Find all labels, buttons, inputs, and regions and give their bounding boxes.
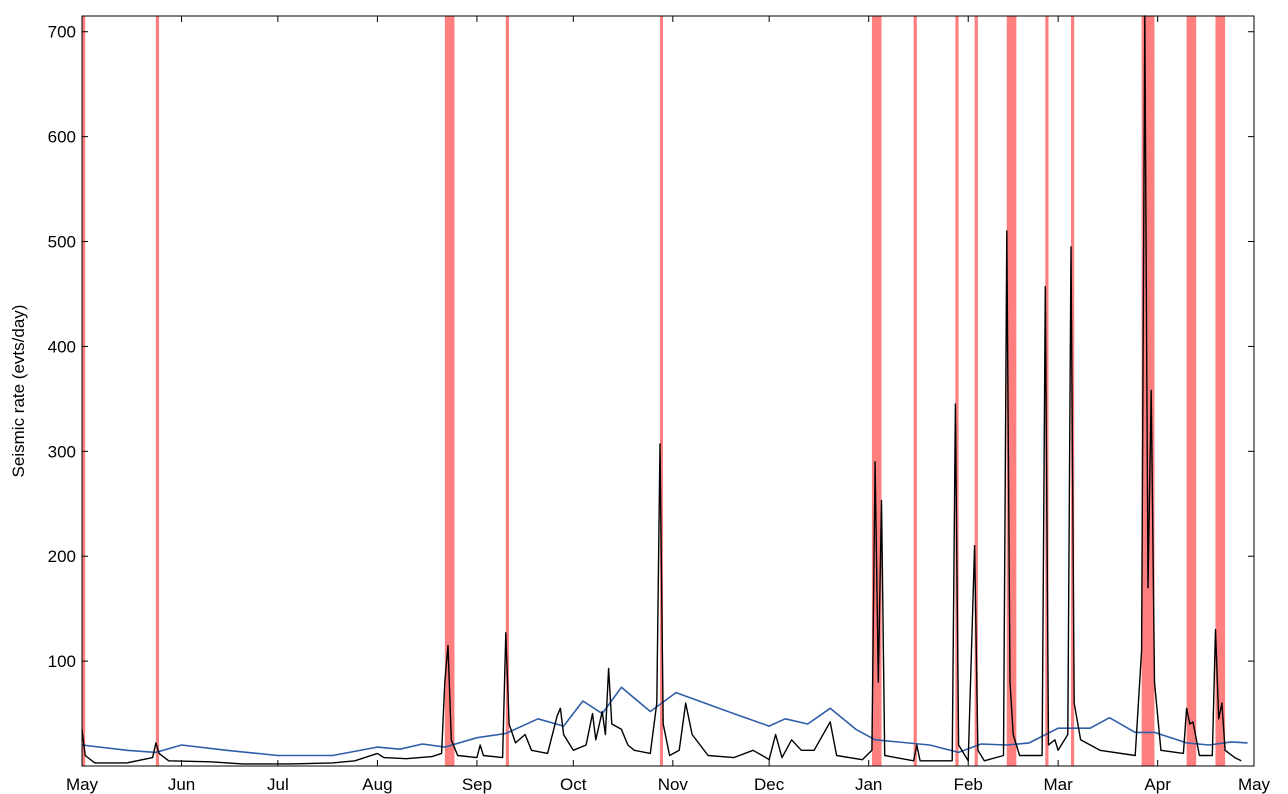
shaded-period-6 [913, 16, 917, 766]
y-tick-label-0: 100 [48, 652, 76, 671]
shaded-period-9 [1006, 16, 1017, 766]
series-lines [81, 15, 1248, 765]
shaded-period-12 [1141, 16, 1155, 766]
shaded-period-1 [155, 16, 160, 766]
x-tick-label-0: May [66, 775, 99, 794]
x-tick-label-12: May [1238, 775, 1271, 794]
x-tick-label-5: Oct [560, 775, 587, 794]
shaded-period-5 [871, 16, 882, 766]
y-tick-label-5: 600 [48, 128, 76, 147]
shaded-period-8 [974, 16, 978, 766]
x-tick-label-2: Jul [267, 775, 289, 794]
y-axis-title: Seismic rate (evts/day) [9, 305, 28, 478]
series-line-rate [81, 15, 1242, 765]
x-tick-label-10: Mar [1043, 775, 1073, 794]
shaded-period-4 [659, 16, 663, 766]
x-tick-label-1: Jun [168, 775, 195, 794]
shaded-period-0 [82, 16, 86, 766]
x-tick-label-11: Apr [1144, 775, 1171, 794]
x-tick-label-9: Feb [954, 775, 983, 794]
shaded-period-14 [1215, 16, 1226, 766]
shaded-period-2 [444, 16, 455, 766]
x-tick-label-3: Aug [362, 775, 392, 794]
shaded-period-10 [1045, 16, 1049, 766]
y-tick-label-1: 200 [48, 547, 76, 566]
y-tick-label-4: 500 [48, 233, 76, 252]
y-tick-label-2: 300 [48, 442, 76, 461]
x-axis: May Jun Jul Aug Sep Oct Nov Dec Jan Feb Mar Apr May [66, 16, 1271, 794]
x-tick-label-6: Nov [658, 775, 689, 794]
shaded-period-13 [1186, 16, 1197, 766]
y-tick-label-3: 400 [48, 337, 76, 356]
x-tick-label-7: Dec [754, 775, 785, 794]
y-tick-label-6: 700 [48, 23, 76, 42]
shaded-periods [82, 16, 1226, 766]
x-tick-label-8: Jan [855, 775, 882, 794]
x-tick-label-4: Sep [462, 775, 492, 794]
series-line-background [81, 686, 1248, 757]
y-axis: 100 200 300 400 500 600 700 [48, 23, 1254, 671]
shaded-period-7 [955, 16, 959, 766]
plot-frame [81, 15, 1255, 767]
shaded-period-3 [505, 16, 510, 766]
